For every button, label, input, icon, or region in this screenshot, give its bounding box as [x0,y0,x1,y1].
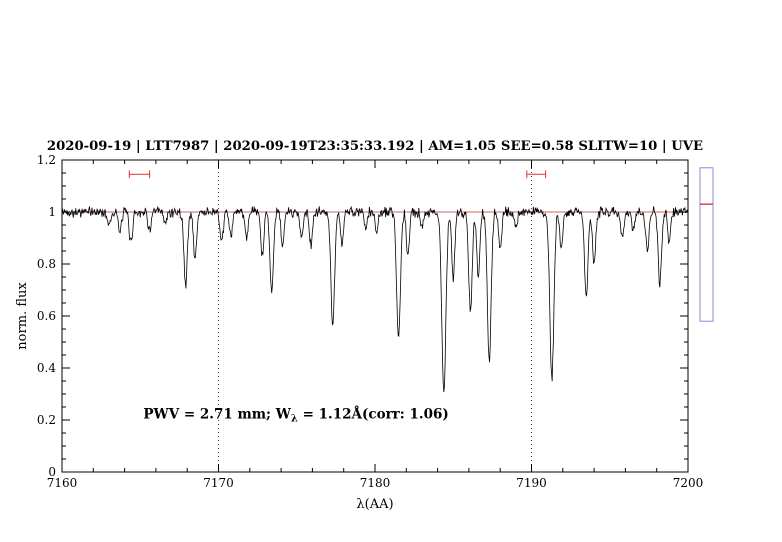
axis-ticks [61,159,689,473]
plot-layers: 7160 7170 7180 7190 7200 0 0.2 0.4 0.6 0.8 1 1.2 PWV… [37,153,714,490]
side-marker-box [699,167,714,322]
y-tick-label: 0.4 [37,361,56,375]
x-tick-label: 7190 [516,476,547,490]
spectrum-trace [61,205,689,393]
tick-labels: 7160 7170 7180 7190 7200 0 0.2 0.4 0.6 0.8 1 1.2 [37,153,703,490]
plot-title: 2020-09-19 | LTT7987 | 2020-09-19T23:35:… [47,139,703,154]
y-tick-label: 0.6 [37,309,56,323]
y-tick-label: 0 [48,465,56,479]
error-bars [128,170,547,179]
x-tick-label: 7200 [673,476,704,490]
y-tick-label: 0.8 [37,257,56,271]
axes-box [61,159,689,473]
y-tick-label: 0.2 [37,413,56,427]
pwv-annotation: PWV = 2.71 mm; Wλ = 1.12Å(corr: 1.06) [143,407,448,425]
x-axis-label: λ(AA) [356,497,393,512]
y-tick-label: 1.2 [37,153,56,167]
x-tick-label: 7160 [47,476,78,490]
dotted-guides [218,160,532,472]
x-tick-label: 7170 [203,476,234,490]
y-axis-label: norm. flux [15,282,30,350]
x-tick-label: 7180 [360,476,391,490]
y-tick-label: 1 [48,205,56,219]
